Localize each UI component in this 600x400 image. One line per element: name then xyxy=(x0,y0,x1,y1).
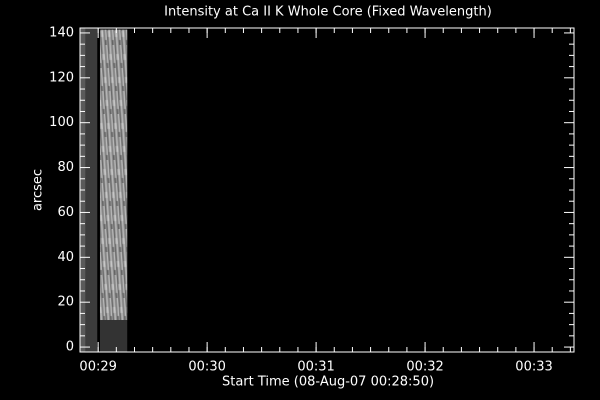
image-texture xyxy=(99,29,128,321)
x-tick-label: 00:29 xyxy=(79,360,116,375)
image-block xyxy=(85,28,98,352)
y-tick-label: 120 xyxy=(49,70,74,85)
y-tick-label: 140 xyxy=(49,25,74,40)
x-tick-label: 00:30 xyxy=(188,360,225,375)
y-tick-label: 60 xyxy=(57,205,74,220)
image-block xyxy=(99,320,128,352)
chart-title: Intensity at Ca II K Whole Core (Fixed W… xyxy=(164,5,492,20)
y-tick-label: 100 xyxy=(49,115,74,130)
y-tick-label: 40 xyxy=(57,250,74,265)
x-tick-label: 00:33 xyxy=(515,360,552,375)
x-tick-label: 00:32 xyxy=(406,360,443,375)
y-tick-label: 80 xyxy=(57,160,74,175)
y-tick-label: 20 xyxy=(57,295,74,310)
x-axis-label: Start Time (08-Aug-07 00:28:50) xyxy=(222,375,434,390)
y-tick-label: 0 xyxy=(66,340,74,355)
y-axis-label: arcsec xyxy=(31,169,46,211)
x-tick-label: 00:31 xyxy=(297,360,334,375)
